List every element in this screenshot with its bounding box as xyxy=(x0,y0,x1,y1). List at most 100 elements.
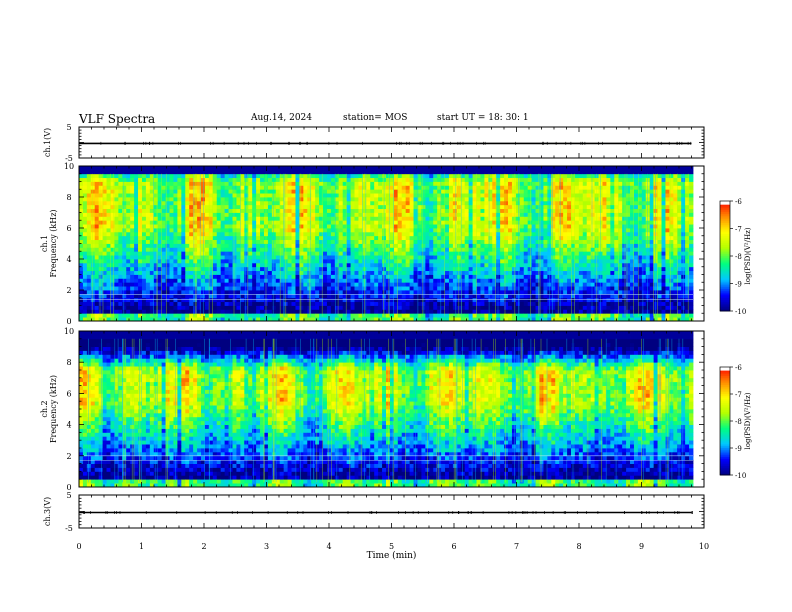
spectrogram-cell xyxy=(240,262,245,268)
spectrogram-cell xyxy=(102,231,107,237)
spectrogram-cell xyxy=(563,290,568,295)
spectrogram-cell xyxy=(441,185,446,190)
spectrogram-cell xyxy=(421,297,426,303)
spectrogram-cell xyxy=(515,204,521,210)
spectrogram-cell xyxy=(429,313,434,318)
spectrogram-cell xyxy=(484,309,489,314)
spectrogram-cell xyxy=(138,216,143,221)
spectrogram-cell xyxy=(338,301,344,306)
spectrogram-cell xyxy=(441,247,446,252)
spectrogram-cell xyxy=(504,169,509,175)
spectrogram-cell xyxy=(421,270,426,275)
spectrogram-cell xyxy=(519,262,525,268)
spectrogram-cell xyxy=(452,251,458,256)
spectrogram-cell xyxy=(311,200,316,206)
spectrogram-cell xyxy=(504,286,509,291)
spectrogram-cell xyxy=(165,278,170,283)
spectrogram-cell xyxy=(271,290,277,295)
spectrogram-cell xyxy=(433,239,438,244)
spectrogram-cell xyxy=(429,282,434,287)
spectrogram-cell xyxy=(224,189,229,194)
spectrogram-cell xyxy=(126,220,131,225)
spectrogram-cell xyxy=(295,243,300,248)
spectrogram-cell xyxy=(374,231,379,237)
spectrogram-cell xyxy=(488,266,493,272)
spectrogram-cell xyxy=(472,297,477,303)
spectrogram-cell xyxy=(559,255,564,260)
spectrogram-cell xyxy=(366,286,371,291)
spectrogram-cell xyxy=(201,212,206,217)
spectrogram-cell xyxy=(299,297,304,303)
spectrogram-cell xyxy=(413,297,418,303)
spectrogram-cell xyxy=(181,181,186,186)
spectrogram-cell xyxy=(118,189,123,194)
spectrogram-cell xyxy=(555,181,560,186)
spectrogram-cell xyxy=(134,193,139,198)
spectrogram-cell xyxy=(134,305,139,310)
spectrogram-cell xyxy=(185,169,190,175)
spectrogram-cell xyxy=(220,228,226,233)
spectrogram-cell xyxy=(169,309,174,314)
spectrogram-cell xyxy=(165,247,170,252)
spectrogram-cell xyxy=(397,204,403,210)
spectrogram-cell xyxy=(531,212,536,217)
spectrogram-cell xyxy=(118,212,123,217)
spectrogram-cell xyxy=(460,173,466,179)
spectrogram-cell xyxy=(397,282,403,287)
spectrogram-cell xyxy=(275,305,281,310)
spectrogram-cell xyxy=(173,301,178,306)
spectrogram-cell xyxy=(311,216,316,221)
spectrogram-cell xyxy=(338,305,344,310)
spectrogram-cell xyxy=(433,224,438,229)
spectrogram-cell xyxy=(358,262,363,268)
spectrogram-cell xyxy=(169,177,174,182)
spectrogram-cell xyxy=(551,181,556,186)
spectrogram-cell xyxy=(141,193,147,198)
spectrogram-cell xyxy=(535,247,540,252)
spectrogram-cell xyxy=(220,286,226,291)
spectrogram-cell xyxy=(260,224,265,229)
spectrogram-cell xyxy=(208,197,214,202)
spectrogram-cell xyxy=(496,177,501,182)
spectrogram-cell xyxy=(126,166,131,171)
spectrogram-cell xyxy=(393,243,399,248)
spectrogram-cell xyxy=(130,200,135,206)
spectrogram-cell xyxy=(134,200,139,206)
spectrogram-cell xyxy=(386,235,391,241)
spectrogram-cell xyxy=(212,208,218,213)
spectrogram-cell xyxy=(311,286,316,291)
spectrogram-cell xyxy=(134,208,139,213)
spectrogram-cell xyxy=(555,259,560,264)
spectrogram-cell xyxy=(500,224,505,229)
spectrogram-cell xyxy=(389,286,395,291)
spectrogram-cell xyxy=(543,228,548,233)
spectrogram-cell xyxy=(527,317,533,322)
spectrogram-cell xyxy=(224,177,229,182)
spectrogram-cell xyxy=(145,262,151,268)
spectrogram-cell xyxy=(433,262,438,268)
spectrogram-cell xyxy=(448,166,454,171)
spectrogram-cell xyxy=(138,177,143,182)
spectrogram-cell xyxy=(464,239,470,244)
spectrogram-cell xyxy=(90,197,96,202)
spectrogram-cell xyxy=(299,313,304,318)
spectrogram-cell xyxy=(295,177,300,182)
spectrogram-cell xyxy=(389,177,395,182)
spectrogram-cell xyxy=(130,313,135,318)
spectrogram-cell xyxy=(370,301,375,306)
spectrogram-cell xyxy=(153,262,159,268)
spectrogram-cell xyxy=(464,290,470,295)
spectrogram-cell xyxy=(476,185,481,190)
spectrogram-cell xyxy=(504,216,509,221)
spectrogram-cell xyxy=(425,166,430,171)
spectrogram-cell xyxy=(153,185,159,190)
spectrogram-cell xyxy=(98,305,104,310)
spectrogram-cell xyxy=(303,290,308,295)
spectrogram-cell xyxy=(405,239,411,244)
spectrogram-cell xyxy=(122,181,127,186)
spectrogram-cell xyxy=(197,274,202,279)
spectrogram-cell xyxy=(138,181,143,186)
spectrogram-cell xyxy=(236,282,241,287)
spectrogram-cell xyxy=(134,317,139,322)
spectrogram-cell xyxy=(252,313,257,318)
